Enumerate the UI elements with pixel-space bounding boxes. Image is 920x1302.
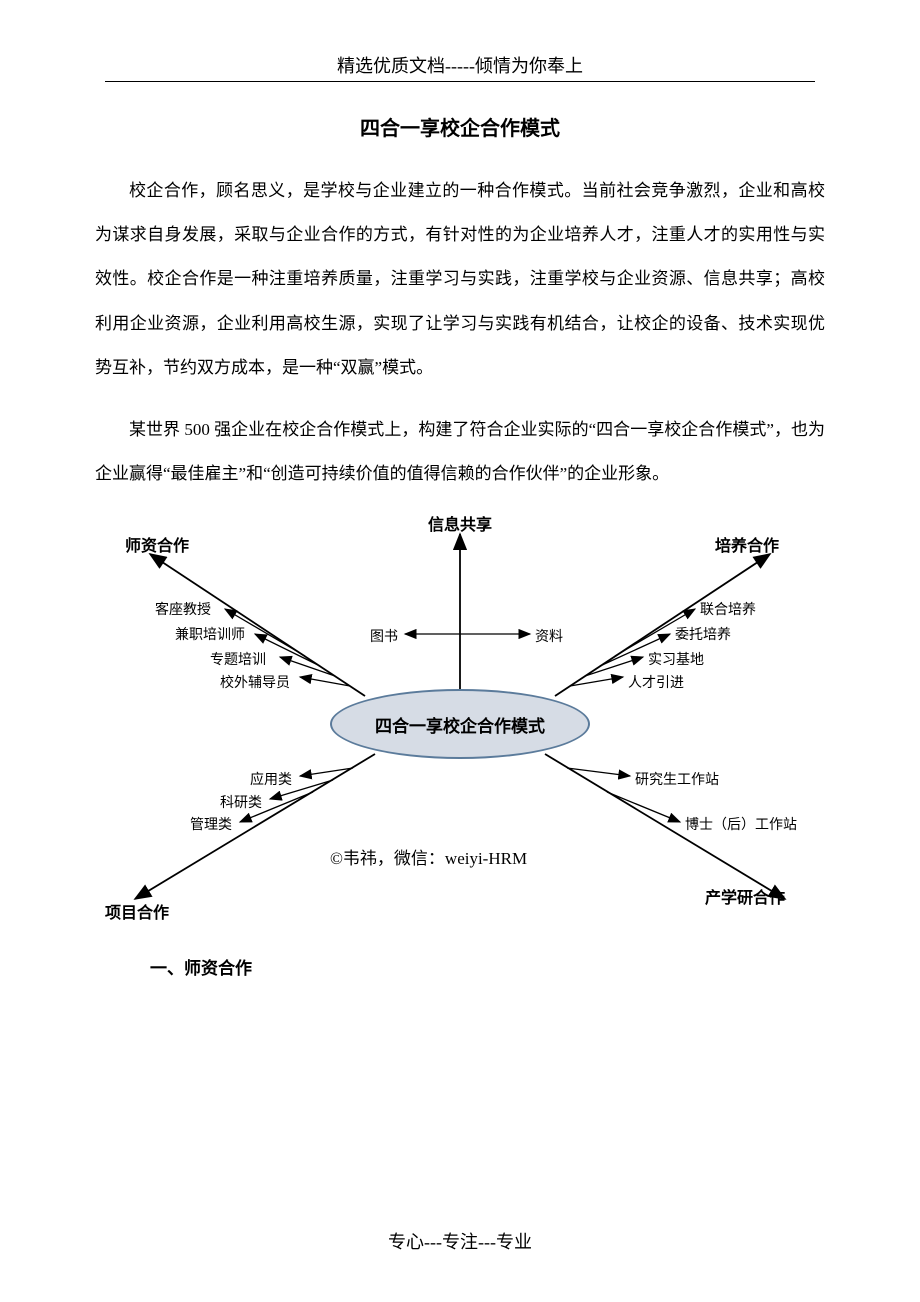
branch-bl-2: 管理类 — [190, 814, 232, 834]
branch-tl-0: 客座教授 — [155, 599, 211, 619]
branch-tc-0: 图书 — [370, 626, 398, 646]
branch-tr-3: 人才引进 — [628, 672, 684, 692]
page: 精选优质文档-----倾情为你奉上 四合一享校企合作模式 校企合作，顾名思义，是… — [0, 0, 920, 1019]
cooperation-model-diagram: 四合一享校企合作模式 — [95, 514, 825, 914]
branch-bl-0: 应用类 — [250, 769, 292, 789]
branch-tr-2: 实习基地 — [648, 649, 704, 669]
section-1-heading: 一、师资合作 — [150, 954, 825, 979]
document-title: 四合一享校企合作模式 — [95, 112, 825, 141]
branch-tl-1: 兼职培训师 — [175, 624, 245, 644]
branch-tl-3: 校外辅导员 — [220, 672, 290, 692]
branch-tc-1: 资料 — [535, 626, 563, 646]
branch-br-0: 研究生工作站 — [635, 769, 719, 789]
axis-bottom-left-label: 项目合作 — [105, 899, 169, 923]
branch-tr-1: 委托培养 — [675, 624, 731, 644]
branch-bl-1: 科研类 — [220, 792, 262, 812]
branch-tr-0: 联合培养 — [700, 599, 756, 619]
paragraph-2: 某世界 500 强企业在校企合作模式上，构建了符合企业实际的“四合一享校企合作模… — [95, 408, 825, 496]
axis-top-right-label: 培养合作 — [715, 532, 779, 556]
axis-top-label: 信息共享 — [428, 511, 492, 535]
branch-tl-2: 专题培训 — [210, 649, 266, 669]
axis-bottom-right-label: 产学研合作 — [705, 884, 785, 908]
paragraph-1: 校企合作，顾名思义，是学校与企业建立的一种合作模式。当前社会竞争激烈，企业和高校… — [95, 169, 825, 390]
axis-top-left-label: 师资合作 — [125, 532, 189, 556]
page-footer: 专心---专注---专业 — [0, 1228, 920, 1254]
page-header: 精选优质文档-----倾情为你奉上 — [105, 52, 815, 82]
diagram-copyright: ©韦祎，微信：weiyi-HRM — [330, 844, 527, 869]
branch-br-1: 博士（后）工作站 — [685, 814, 797, 834]
